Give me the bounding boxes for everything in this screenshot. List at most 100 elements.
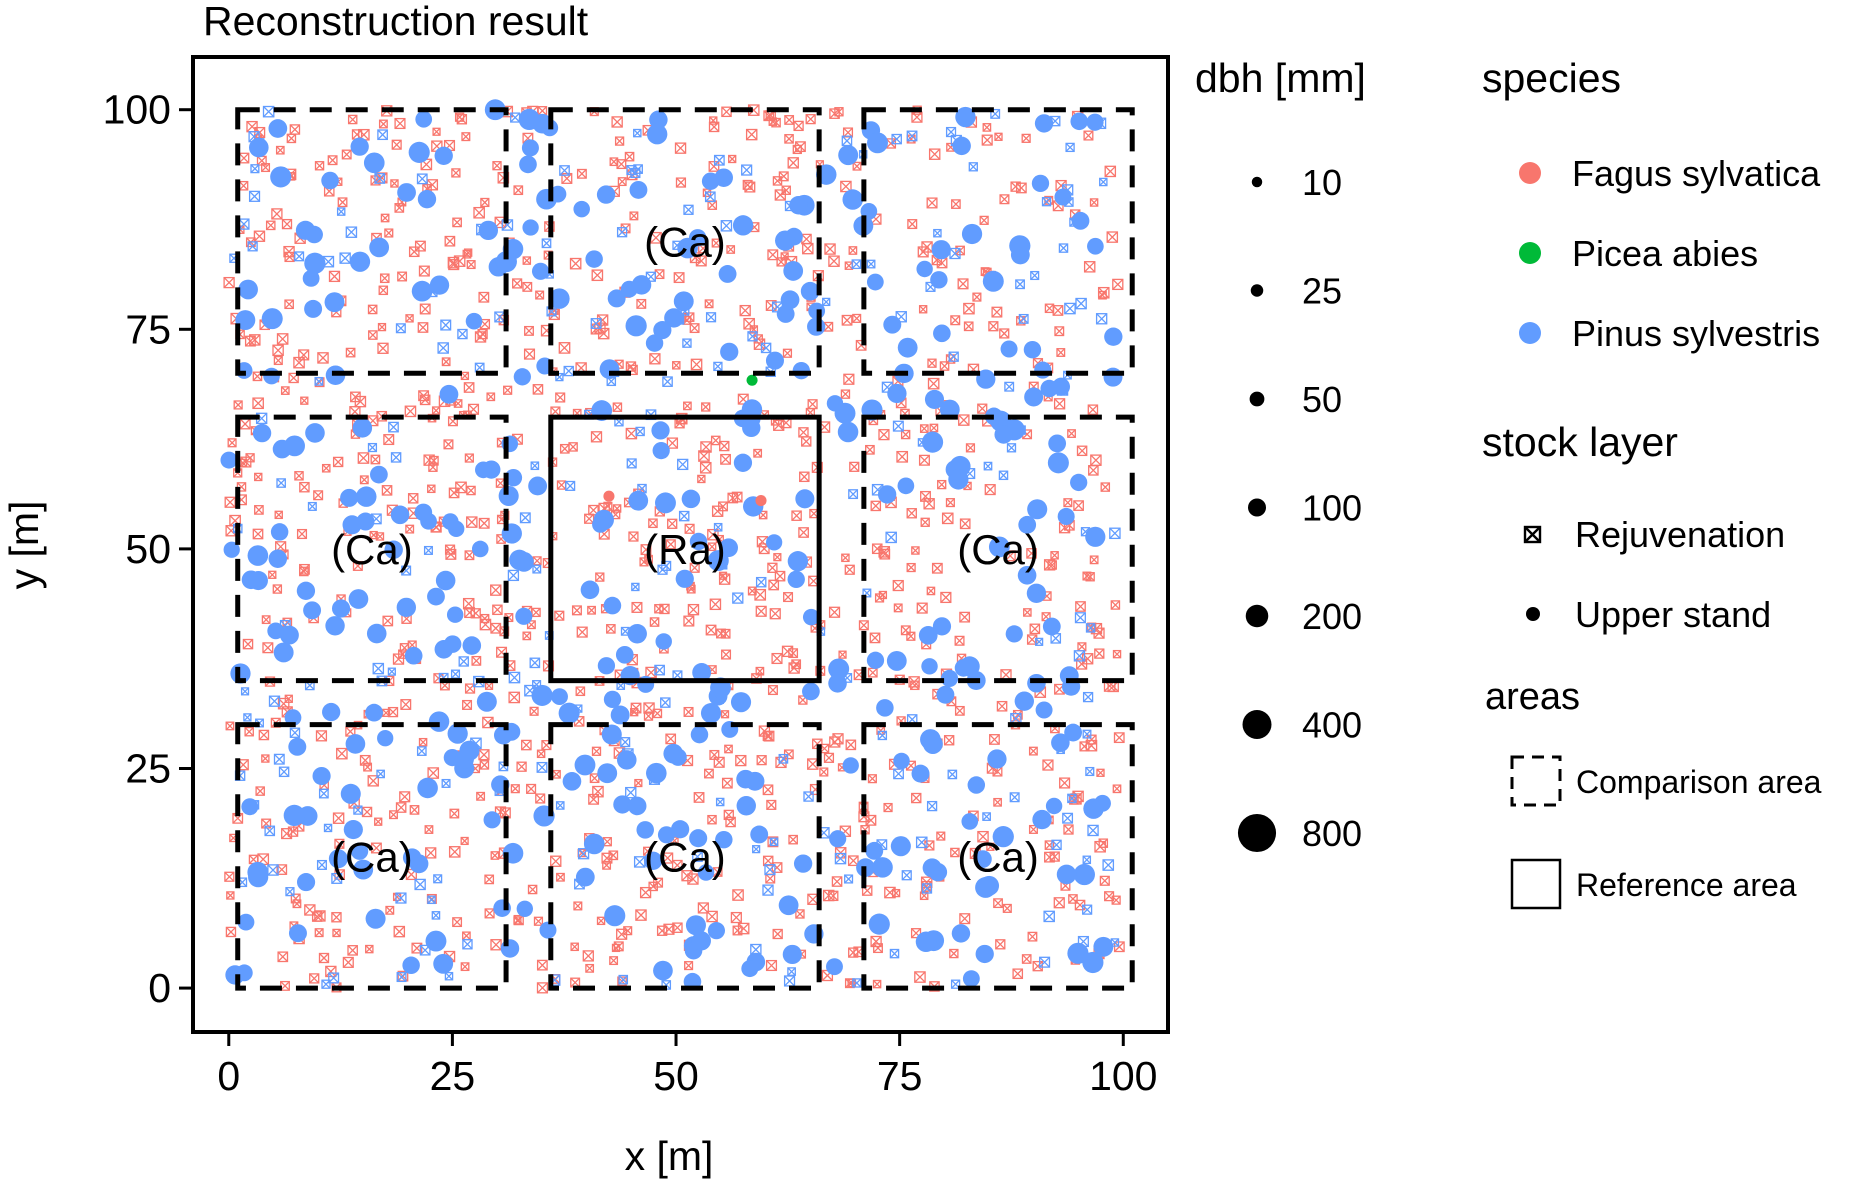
tree-point-rejuvenation (838, 650, 847, 659)
tree-point-upper-stand (1087, 237, 1104, 255)
tree-point-upper-stand (826, 395, 844, 412)
tree-point-rejuvenation (289, 727, 301, 738)
tree-point-upper-stand (911, 764, 930, 783)
tree-point-rejuvenation (743, 317, 755, 330)
tree-point-rejuvenation (479, 760, 490, 770)
tree-point-upper-stand (936, 685, 955, 704)
tree-point-rejuvenation (625, 786, 637, 799)
tree-point-rejuvenation (787, 157, 799, 169)
tree-point-rejuvenation (933, 228, 942, 238)
tree-point-upper-stand (493, 725, 513, 745)
tree-point-upper-stand (920, 729, 941, 750)
tree-point-rejuvenation (328, 270, 341, 283)
tree-point-upper-stand (973, 850, 992, 868)
tree-point-rejuvenation (656, 925, 668, 936)
tree-point-upper-stand (1042, 617, 1061, 636)
tree-point-rejuvenation (892, 579, 904, 592)
dbh-size-marker (1249, 391, 1265, 407)
tree-point-rejuvenation (1065, 142, 1075, 153)
tree-point-rejuvenation (1059, 777, 1071, 789)
tree-point-rejuvenation (762, 784, 774, 796)
tree-point-rejuvenation (672, 361, 681, 370)
tree-point-upper-stand (433, 953, 454, 974)
tree-point-rejuvenation (462, 597, 475, 610)
tree-point-rejuvenation (1089, 198, 1099, 207)
tree-point-rejuvenation (1015, 182, 1027, 194)
tree-point-rejuvenation (803, 791, 814, 802)
tree-point-upper-stand (441, 513, 459, 530)
tree-point-rejuvenation (787, 967, 796, 976)
tree-point-rejuvenation (891, 888, 901, 898)
dbh-size-label: 200 (1302, 596, 1362, 637)
tree-point-upper-stand (866, 651, 885, 669)
legend-stock-layer-title: stock layer (1482, 419, 1678, 465)
tree-point-rejuvenation (659, 603, 670, 615)
tree-point-rejuvenation (762, 884, 774, 896)
tree-point-rejuvenation (877, 730, 888, 741)
tree-point-rejuvenation (752, 845, 761, 854)
tree-point-rejuvenation (635, 426, 645, 437)
tree-point-rejuvenation (718, 573, 731, 585)
tree-point-rejuvenation (416, 746, 427, 756)
comparison-area-label: (Ca) (957, 526, 1039, 573)
tree-point-rejuvenation (285, 887, 295, 897)
tree-point-upper-stand (750, 825, 769, 844)
tree-point-upper-stand (994, 425, 1013, 444)
tree-point-rejuvenation (431, 911, 441, 920)
legend-reference-area-entry: Reference area (1510, 858, 1797, 910)
tree-point-upper-stand (643, 851, 663, 870)
tree-point-rejuvenation (464, 607, 476, 619)
comparison-area (235, 722, 509, 991)
tree-point-rejuvenation (390, 179, 399, 188)
tree-point-upper-stand (951, 924, 971, 943)
tree-point-upper-stand (1032, 809, 1052, 830)
tree-point-upper-stand (837, 421, 859, 443)
dbh-size-label: 25 (1302, 271, 1342, 312)
tree-point-upper-stand (597, 657, 616, 675)
tree-point-upper-stand (369, 237, 390, 258)
tree-point-rejuvenation (844, 564, 855, 575)
legend-dbh: dbh [mm] 10 25 50 100 200 400 800 (1195, 55, 1366, 854)
tree-point-rejuvenation (541, 238, 552, 249)
tree-point-rejuvenation (1021, 133, 1031, 143)
tree-point-rejuvenation (272, 344, 284, 357)
tree-point-rejuvenation (224, 871, 235, 882)
tree-point-rejuvenation (381, 485, 393, 496)
tree-point-rejuvenation (280, 980, 290, 991)
tree-point-rejuvenation (223, 276, 235, 289)
legend-areas-title: areas (1485, 676, 1580, 718)
tree-point-upper-stand (518, 108, 540, 131)
tree-point-rejuvenation (1027, 931, 1038, 942)
tree-point-rejuvenation (906, 130, 918, 142)
tree-point-rejuvenation (1044, 303, 1055, 314)
tree-point-rejuvenation (626, 165, 637, 176)
tree-point-upper-stand (890, 836, 911, 857)
reference-area-label: Reference area (1576, 867, 1797, 903)
tree-point-upper-stand (353, 859, 374, 880)
tree-point-rejuvenation (495, 478, 506, 488)
tree-point-rejuvenation (609, 956, 619, 966)
tree-point-upper-stand (736, 796, 756, 816)
tree-point-rejuvenation (906, 562, 916, 573)
tree-point-upper-stand (915, 931, 937, 953)
rejuvenation-label: Rejuvenation (1575, 514, 1785, 555)
tree-point-rejuvenation (720, 453, 731, 465)
comparison-area (235, 414, 509, 684)
tree-point-rejuvenation (653, 877, 664, 888)
tree-point-rejuvenation (1023, 608, 1032, 617)
tree-point-rejuvenation (828, 606, 841, 618)
tree-point-rejuvenation (847, 855, 859, 867)
tree-point-upper-stand (677, 237, 698, 259)
tree-point-upper-stand (653, 321, 672, 340)
tree-point-rejuvenation (613, 941, 624, 952)
tree-point-upper-stand (1057, 507, 1075, 525)
tree-point-rejuvenation (391, 139, 402, 150)
tree-point-rejuvenation (286, 133, 297, 144)
tree-point-rejuvenation (1087, 824, 1099, 837)
tree-point-upper-stand (607, 289, 626, 308)
tree-point-upper-stand (312, 766, 331, 786)
tree-point-rejuvenation (416, 173, 428, 185)
tree-point-rejuvenation (510, 112, 521, 123)
tree-point-rejuvenation (720, 220, 733, 232)
tree-point-rejuvenation (1093, 627, 1105, 639)
